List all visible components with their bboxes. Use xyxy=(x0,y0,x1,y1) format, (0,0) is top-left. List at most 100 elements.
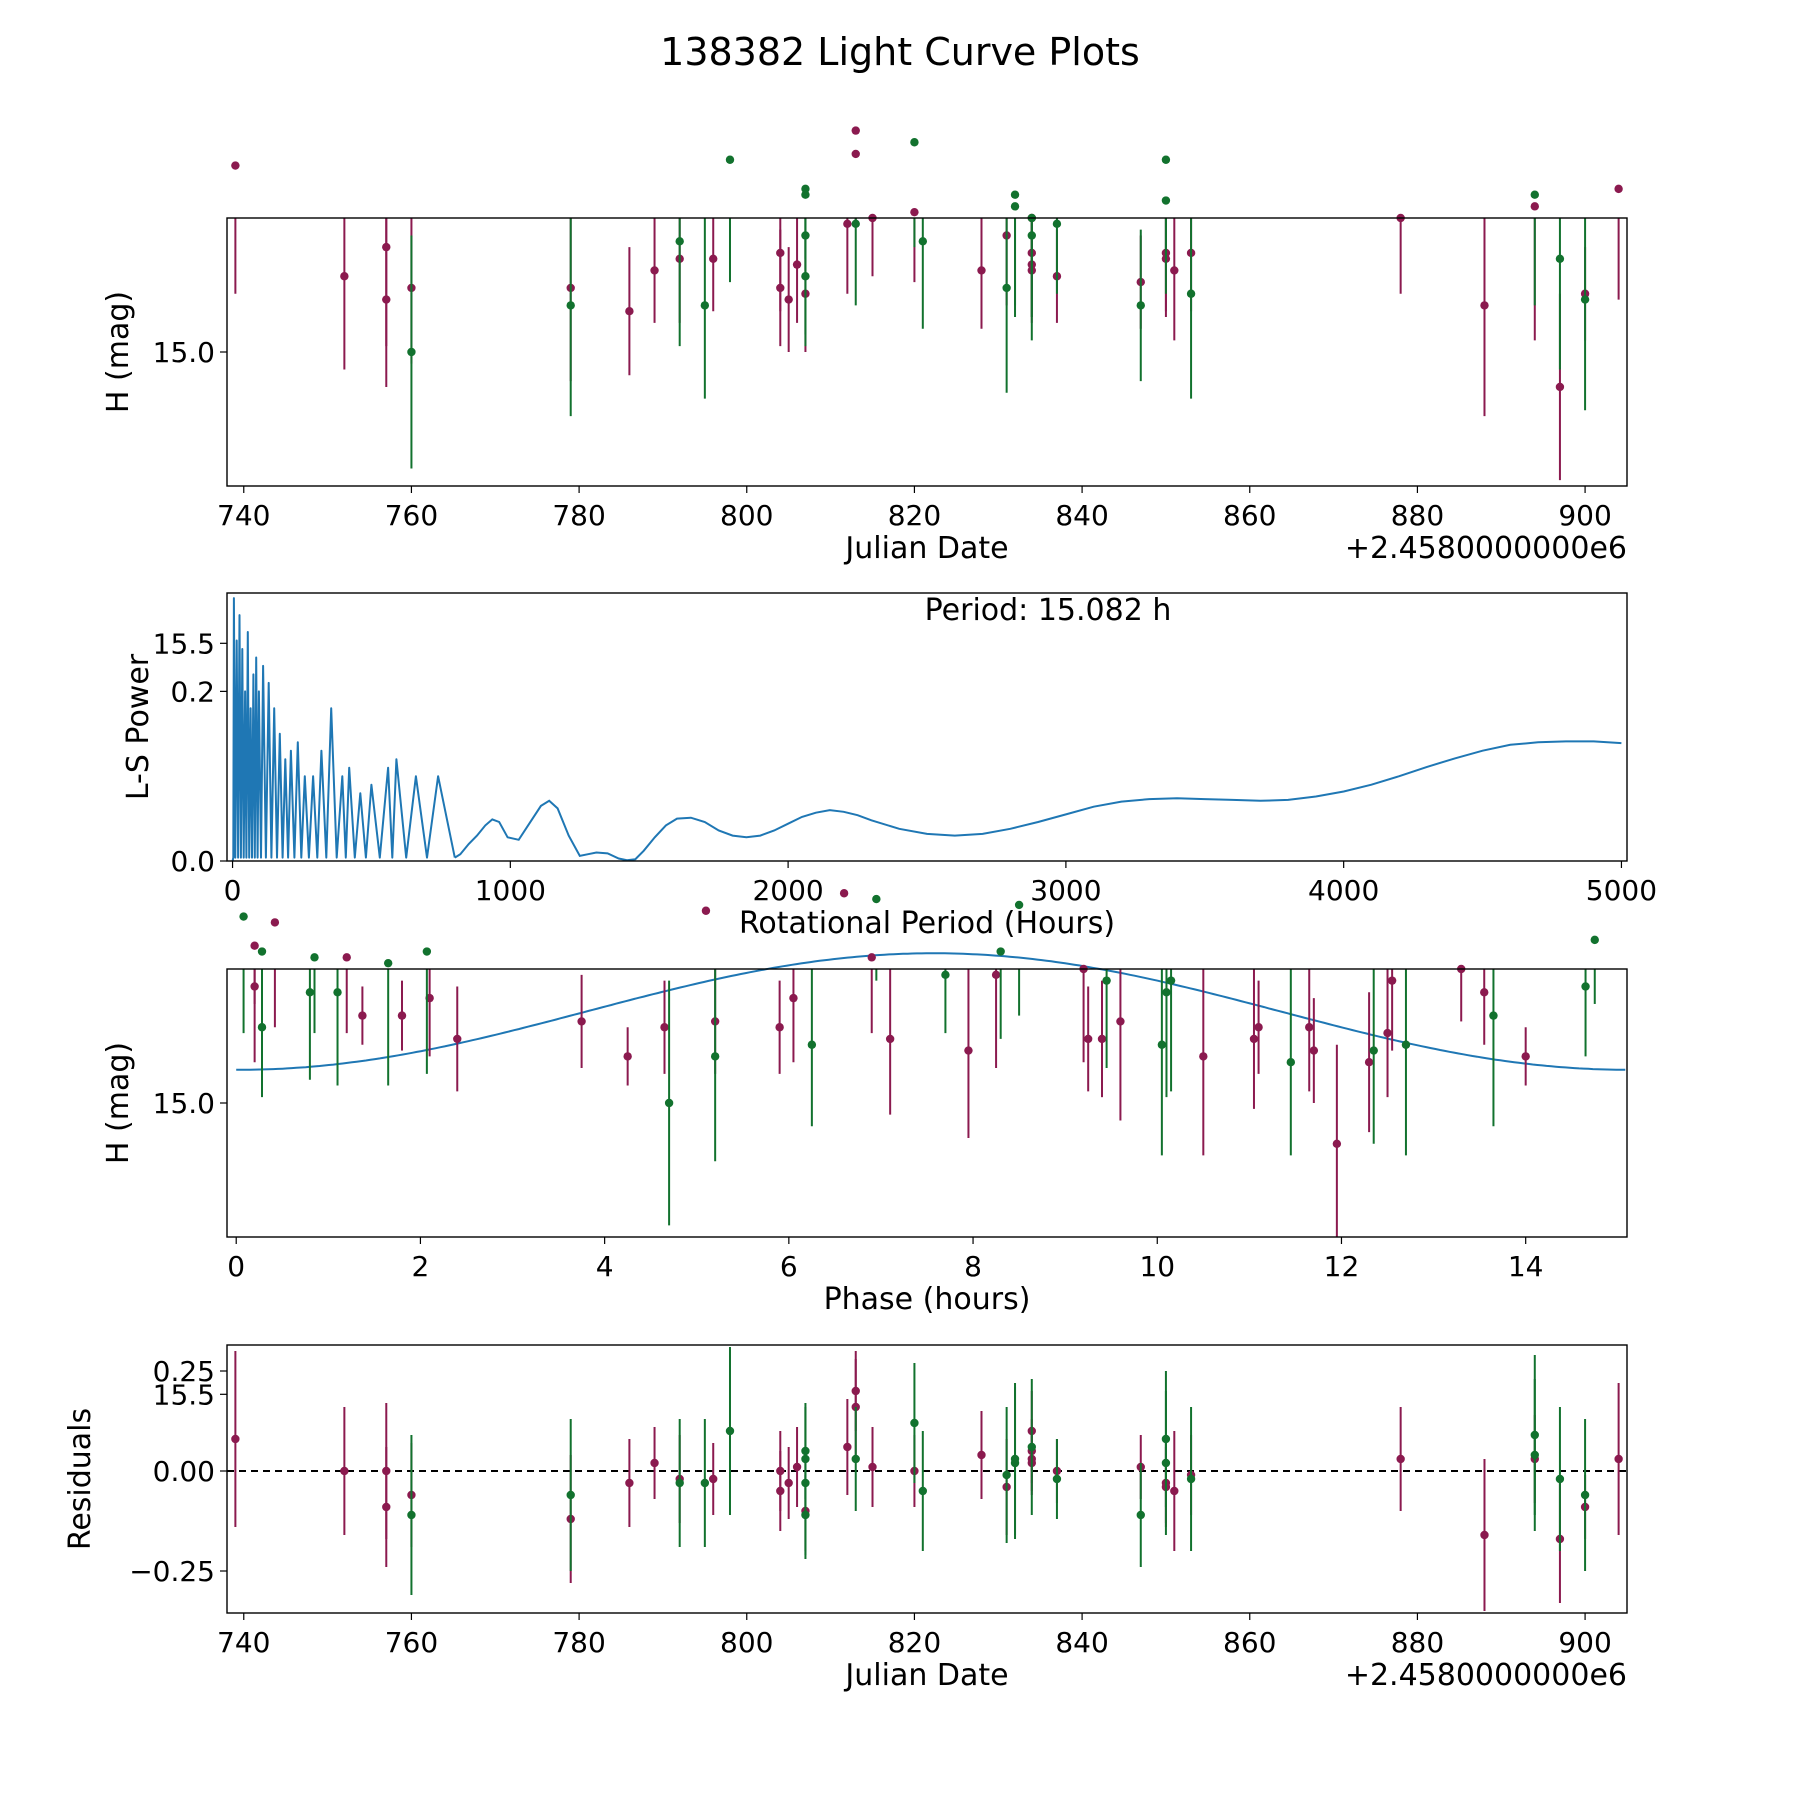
data-point xyxy=(843,219,852,229)
data-point xyxy=(407,1510,416,1520)
y-tick-label: 15.5 xyxy=(153,1378,215,1411)
x-tick-label: 740 xyxy=(217,1626,270,1659)
data-point xyxy=(1614,1454,1623,1464)
data-point xyxy=(625,1478,634,1488)
data-point xyxy=(1002,283,1011,293)
data-point xyxy=(801,1510,810,1520)
data-point xyxy=(333,988,342,997)
data-point xyxy=(231,161,240,170)
residuals-x-label: Julian Date xyxy=(843,1658,1008,1693)
data-point xyxy=(1286,1058,1296,1067)
data-point xyxy=(1014,900,1024,910)
phase-fold-panel: 0 2 4 6 8 10 12 14 15.5 15.0 Phase (hours) H (mag… xyxy=(101,889,1628,1411)
x-tick-label: 800 xyxy=(720,499,773,532)
data-point xyxy=(407,347,416,357)
x-tick-label: 760 xyxy=(385,1626,438,1659)
data-point xyxy=(1581,982,1590,991)
data-point xyxy=(1083,1034,1093,1044)
periodogram-line xyxy=(454,740,1622,862)
x-tick-label: 840 xyxy=(1055,1626,1108,1659)
period-annotation: Period: 15.082 h xyxy=(925,593,1172,628)
data-point xyxy=(1480,1530,1489,1540)
data-point xyxy=(801,272,810,281)
data-point xyxy=(789,993,798,1003)
x-tick-label: 2 xyxy=(412,1250,430,1283)
x-tick-label: 14 xyxy=(1508,1250,1544,1283)
data-point xyxy=(1166,976,1176,985)
phase-fold-ticks: 0 2 4 6 8 10 12 14 15.5 15.0 xyxy=(153,1087,1544,1411)
data-point xyxy=(1580,295,1590,304)
data-point xyxy=(1027,231,1036,240)
data-point xyxy=(453,1034,462,1044)
data-point xyxy=(784,1478,793,1488)
data-point xyxy=(1161,196,1171,205)
data-point xyxy=(1614,184,1623,194)
data-point xyxy=(784,295,793,304)
x-tick-label: 1000 xyxy=(475,874,546,907)
x-tick-label: 3000 xyxy=(1030,874,1101,907)
data-point xyxy=(422,947,432,956)
x-tick-label: 860 xyxy=(1223,1626,1276,1659)
data-point xyxy=(1383,1028,1392,1038)
residuals-y-label: Residuals xyxy=(63,1408,98,1550)
data-point xyxy=(1369,1046,1378,1055)
light-curve-x-label: Julian Date xyxy=(843,531,1008,566)
data-point xyxy=(382,1502,391,1512)
residuals-panel: 740 760 780 800 820 840 860 880 900 0.25 0.00 −0.25… xyxy=(63,1344,1628,1693)
data-point xyxy=(872,894,881,904)
x-tick-label: 780 xyxy=(552,1626,605,1659)
data-point xyxy=(1161,1458,1171,1468)
data-point xyxy=(1480,988,1489,997)
x-tick-label: 800 xyxy=(720,1626,773,1659)
data-point xyxy=(775,1023,784,1032)
x-tick-label: 4 xyxy=(596,1250,614,1283)
data-point xyxy=(1052,1474,1062,1484)
data-point xyxy=(1186,289,1196,298)
light-curve-y-label: H (mag) xyxy=(101,291,136,413)
data-point xyxy=(710,1052,720,1061)
data-point xyxy=(851,1454,860,1464)
x-tick-label: 880 xyxy=(1391,1626,1444,1659)
x-tick-label: 12 xyxy=(1324,1250,1360,1283)
data-point xyxy=(1199,1052,1208,1061)
data-point xyxy=(1002,1470,1011,1480)
data-point xyxy=(1170,1486,1179,1496)
data-point xyxy=(1387,976,1397,985)
data-point xyxy=(851,219,860,229)
data-point xyxy=(1555,254,1565,263)
data-point xyxy=(1555,382,1565,392)
x-tick-label: 880 xyxy=(1391,499,1444,532)
data-point xyxy=(1590,935,1599,945)
data-point xyxy=(885,1034,895,1044)
data-point xyxy=(851,126,860,135)
light-curve-frame xyxy=(226,217,1628,487)
data-point xyxy=(867,953,876,962)
periodogram-frame xyxy=(226,592,1628,862)
phase-fold-frame xyxy=(226,968,1628,1238)
data-point xyxy=(660,1023,669,1032)
residuals-marks xyxy=(227,1347,1627,1611)
x-tick-label: 780 xyxy=(552,499,605,532)
y-tick-label: 15.5 xyxy=(153,627,215,660)
data-point xyxy=(675,237,684,246)
data-point xyxy=(358,1011,367,1020)
x-tick-label: 0 xyxy=(227,1250,245,1283)
data-point xyxy=(1161,155,1171,164)
data-point xyxy=(700,1478,710,1488)
residuals-offset-text: +2.4580000000e6 xyxy=(1345,1658,1627,1693)
x-tick-label: 840 xyxy=(1055,499,1108,532)
x-tick-label: 4000 xyxy=(1308,874,1379,907)
light-curve-offset-text: +2.4580000000e6 xyxy=(1345,531,1627,566)
light-curve-ticks: 740 760 780 800 820 840 860 880 900 15.5 15.0 xyxy=(153,336,1612,660)
data-point xyxy=(918,1486,928,1496)
data-point xyxy=(1364,1058,1374,1067)
data-point xyxy=(1052,219,1062,229)
data-point xyxy=(305,988,315,997)
data-point xyxy=(709,254,718,263)
residuals-frame xyxy=(226,1344,1628,1614)
data-point xyxy=(310,953,319,962)
x-tick-label: 900 xyxy=(1558,499,1611,532)
data-point xyxy=(1136,301,1145,310)
phase-fold-marks xyxy=(236,889,1626,1237)
